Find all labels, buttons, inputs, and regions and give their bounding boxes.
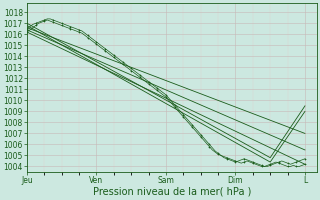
X-axis label: Pression niveau de la mer( hPa ): Pression niveau de la mer( hPa ) [92,187,251,197]
